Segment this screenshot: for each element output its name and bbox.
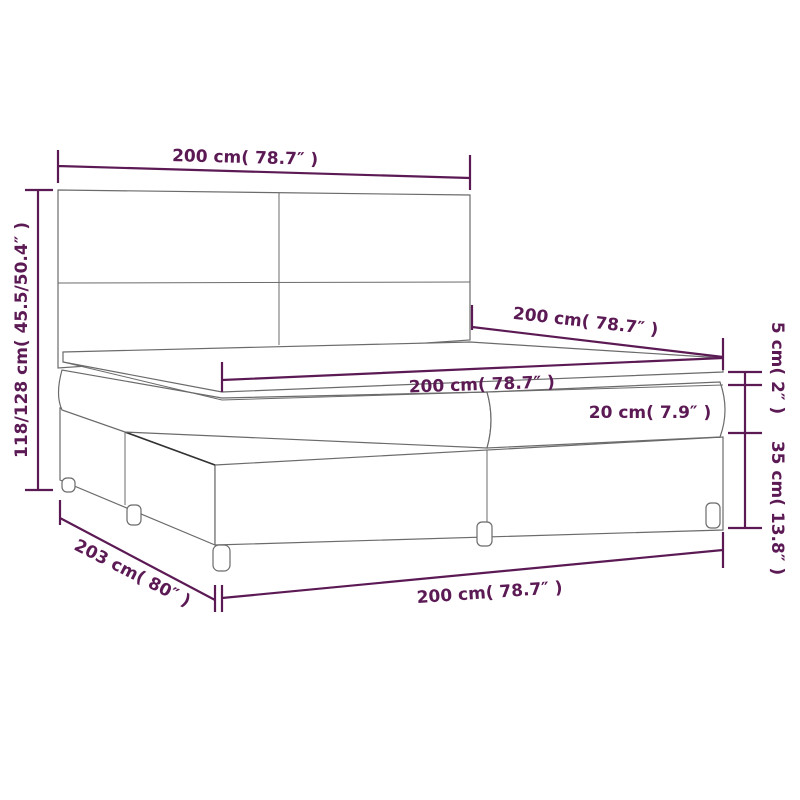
- mattress: [57, 341, 726, 449]
- mattress-height-label: 20 cm( 7.9″ ): [589, 403, 711, 423]
- length-label: 203 cm( 80″ ): [71, 536, 194, 612]
- base-width-label: 200 cm( 78.7″ ): [416, 578, 563, 608]
- box-spring-base: [59, 407, 724, 546]
- legs: [61, 477, 721, 572]
- dimension-lines: [25, 150, 762, 612]
- total-height-label: 118/128 cm( 45.5/50.4″ ): [12, 222, 32, 458]
- headboard-width-label: 200 cm( 78.7″ ): [172, 146, 319, 170]
- topper-height-label: 5 cm( 2″ ): [767, 322, 787, 414]
- base-height-label: 35 cm( 13.8″ ): [767, 441, 787, 575]
- headboard: [57, 189, 471, 369]
